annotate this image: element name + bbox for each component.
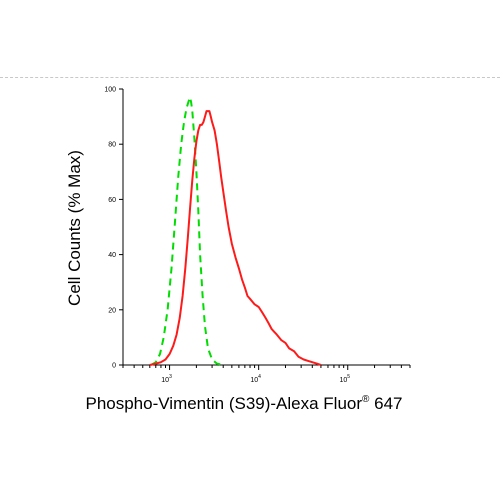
- y-tick-label: 80: [108, 142, 116, 149]
- x-axis-label-main: Phospho-Vimentin (S39)-Alexa Fluor: [85, 394, 362, 413]
- x-tick-label: 103: [161, 374, 172, 384]
- x-tick-label: 104: [250, 374, 261, 384]
- sample-histogram-red: [149, 110, 322, 366]
- top-dashed-separator: [0, 77, 500, 78]
- x-axis-label-registered-mark: ®: [362, 394, 370, 405]
- x-tick-base: 10: [339, 377, 347, 384]
- y-tick-label: 100: [104, 87, 116, 94]
- x-tick-base: 10: [161, 377, 169, 384]
- x-axis-label-tail: 647: [369, 394, 402, 413]
- x-tick-base: 10: [250, 377, 258, 384]
- y-tick-label: 0: [112, 363, 116, 370]
- x-tick-exponent: 4: [258, 374, 261, 380]
- y-axis-label: Cell Counts (% Max): [65, 150, 84, 306]
- control-histogram-green-dashed: [150, 96, 224, 366]
- x-tick-exponent: 5: [347, 374, 350, 380]
- y-tick-label: 60: [108, 197, 116, 204]
- x-tick-label: 105: [339, 374, 350, 384]
- x-axis-label: Phospho-Vimentin (S39)-Alexa Fluor® 647: [85, 394, 402, 413]
- x-tick-exponent: 3: [169, 374, 172, 380]
- y-tick-label: 20: [108, 307, 116, 314]
- histogram-curves: [149, 96, 322, 366]
- y-tick-label: 40: [108, 252, 116, 259]
